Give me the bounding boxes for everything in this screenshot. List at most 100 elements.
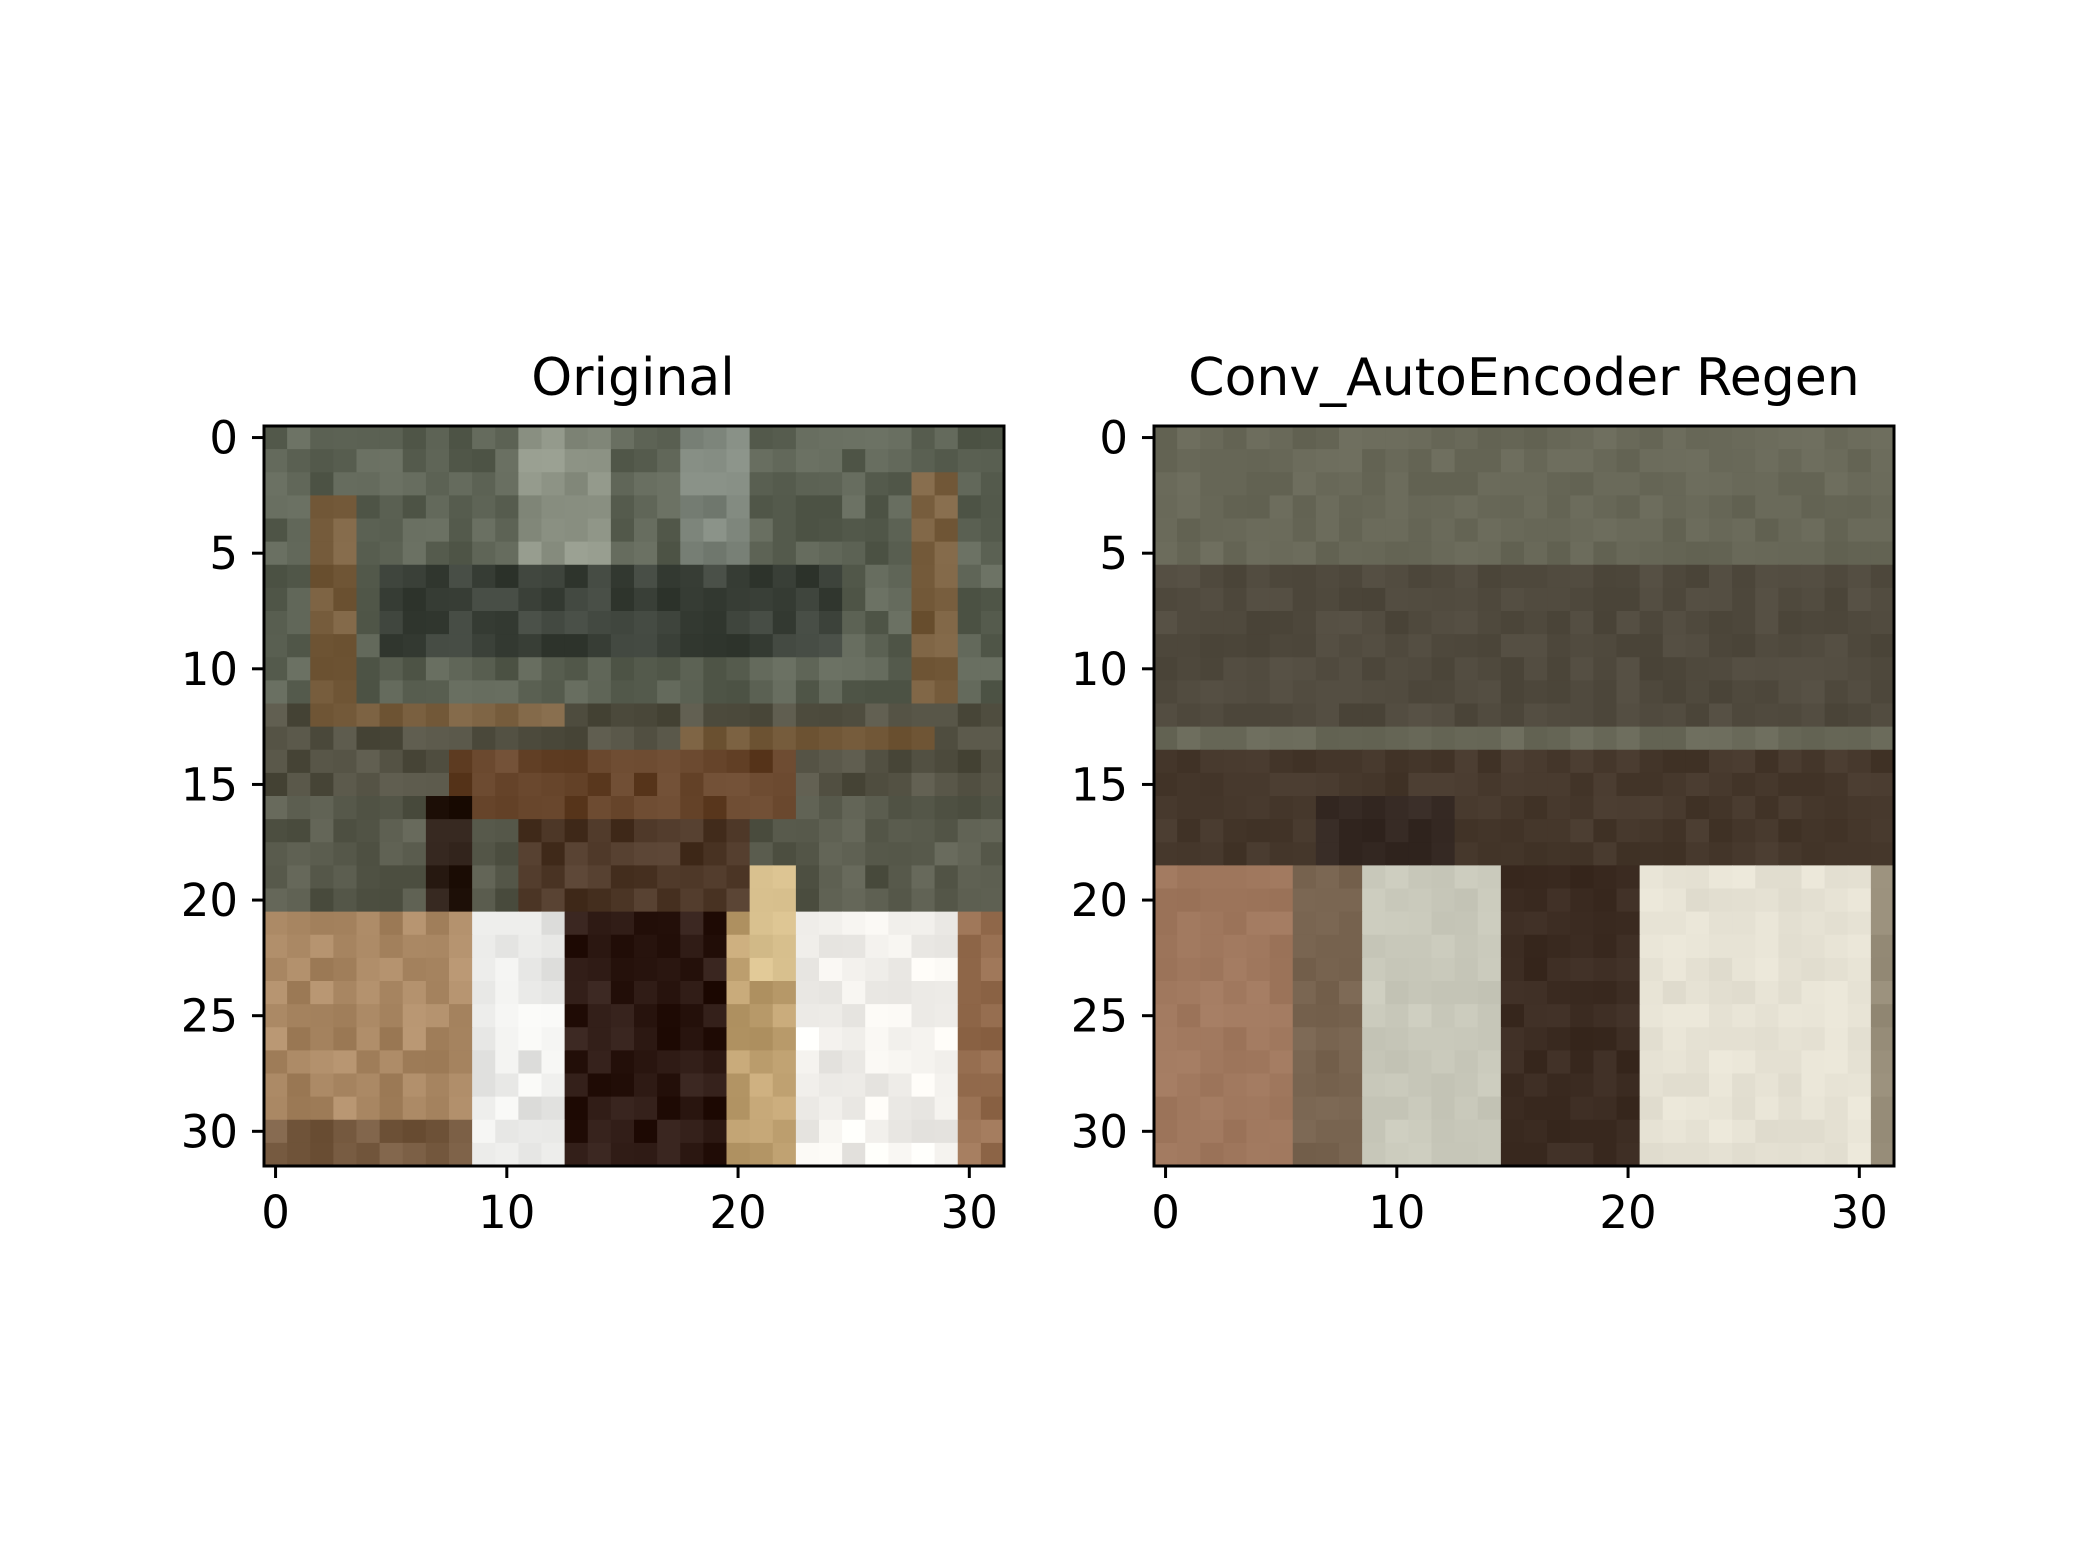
pixel — [842, 842, 866, 866]
pixel — [1662, 703, 1687, 728]
pixel — [610, 703, 635, 728]
pixel — [402, 541, 427, 566]
pixel — [1570, 865, 1594, 890]
pixel — [1292, 865, 1317, 890]
pixel — [1223, 587, 1248, 612]
pixel — [564, 472, 589, 496]
pixel — [472, 1050, 496, 1075]
pixel — [1870, 611, 1895, 635]
pixel — [634, 981, 658, 1005]
pixel — [379, 587, 404, 612]
pixel — [980, 772, 1005, 797]
pixel — [1223, 911, 1248, 936]
pixel — [1593, 726, 1618, 751]
pixel — [911, 1073, 936, 1098]
pixel — [1732, 611, 1756, 635]
pixel — [610, 587, 635, 612]
pixel — [1500, 934, 1525, 959]
pixel — [865, 611, 889, 635]
pixel — [310, 680, 334, 705]
pixel — [1500, 587, 1525, 612]
pixel — [819, 611, 843, 635]
pixel — [911, 842, 936, 866]
pixel — [1246, 495, 1271, 520]
pixel — [772, 796, 797, 820]
pixel — [1477, 865, 1502, 890]
pixel — [795, 1142, 820, 1167]
pixel — [472, 611, 496, 635]
pixel — [1315, 957, 1340, 982]
pixel — [1431, 934, 1456, 959]
pixel — [842, 703, 866, 728]
pixel — [1339, 819, 1363, 843]
pixel — [634, 749, 658, 774]
pixel — [680, 772, 704, 797]
pixel — [749, 541, 774, 566]
pixel — [1315, 587, 1340, 612]
pixel — [1755, 1096, 1779, 1121]
pixel — [1685, 472, 1710, 496]
pixel — [1524, 865, 1548, 890]
pixel — [287, 426, 311, 450]
pixel — [772, 819, 797, 843]
pixel — [1570, 472, 1594, 496]
pixel — [1154, 911, 1178, 936]
pixel — [1223, 1096, 1248, 1121]
pixel — [495, 634, 519, 658]
pixel — [587, 981, 612, 1005]
pixel — [634, 680, 658, 705]
pixel — [703, 1142, 728, 1167]
pixel — [264, 449, 288, 473]
pixel — [1732, 657, 1756, 681]
pixel — [1778, 865, 1803, 890]
pixel — [541, 564, 566, 589]
pixel — [1616, 1073, 1641, 1098]
pixel — [795, 1050, 820, 1075]
pixel — [449, 842, 473, 866]
pixel — [1500, 1004, 1525, 1028]
pixel — [495, 911, 519, 936]
pixel — [1616, 819, 1641, 843]
pixel — [680, 587, 704, 612]
pixel — [1778, 819, 1803, 843]
pixel — [1339, 957, 1363, 982]
pixel — [634, 587, 658, 612]
pixel — [1362, 657, 1386, 681]
pixel — [1732, 426, 1756, 450]
pixel — [1847, 865, 1872, 890]
pixel — [703, 449, 728, 473]
pixel — [518, 1096, 543, 1121]
pixel — [703, 1004, 728, 1028]
pixel — [287, 865, 311, 890]
pixel — [518, 495, 543, 520]
pixel — [634, 911, 658, 936]
pixel — [980, 703, 1005, 728]
pixel — [425, 703, 450, 728]
pixel — [1362, 449, 1386, 473]
pixel — [911, 541, 936, 566]
pixel — [1246, 657, 1271, 681]
pixel — [703, 981, 728, 1005]
y-tick-label: 20 — [181, 874, 238, 927]
pixel — [726, 495, 751, 520]
pixel — [1662, 1027, 1687, 1051]
pixel — [934, 911, 959, 936]
pixel — [1639, 1050, 1664, 1075]
pixel — [333, 495, 358, 520]
pixel — [1339, 495, 1363, 520]
pixel — [1639, 449, 1664, 473]
pixel — [1824, 749, 1849, 774]
pixel — [680, 957, 704, 982]
pixel — [1200, 472, 1224, 496]
pixel — [1385, 981, 1409, 1005]
pixel — [1339, 1004, 1363, 1028]
pixel — [1593, 1004, 1618, 1028]
pixel — [1154, 726, 1178, 751]
pixel — [1477, 1027, 1502, 1051]
pixel — [425, 1027, 450, 1051]
pixel — [1477, 772, 1502, 797]
x-tick-label: 30 — [1831, 1186, 1888, 1239]
pixel — [1870, 911, 1895, 936]
pixel — [888, 495, 913, 520]
pixel — [1593, 865, 1618, 890]
